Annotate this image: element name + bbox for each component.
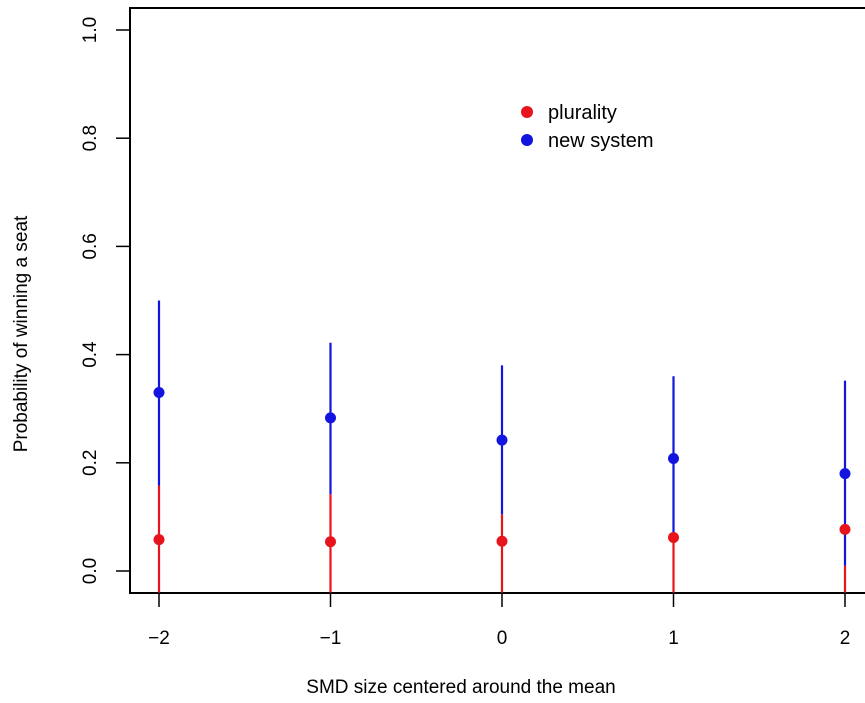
point-new-system-3 (668, 452, 679, 464)
axes: −2 −1 0 1 2 0.0 0.2 0.4 0.6 0.8 1.0 (80, 17, 850, 649)
plot-area (129, 7, 865, 594)
y-tick-label-3: 0.6 (80, 233, 101, 259)
point-plurality-1 (325, 536, 336, 548)
legend: plurality new system (521, 102, 654, 152)
chart-marks (153, 300, 851, 593)
x-tick-label-4: 2 (840, 628, 851, 649)
point-plurality-4 (839, 523, 851, 535)
point-plurality-2 (496, 535, 508, 547)
legend-label-1: new system (548, 130, 654, 152)
plot-box (129, 7, 865, 594)
y-tick-label-4: 0.8 (80, 125, 101, 151)
y-tick-label-1: 0.2 (80, 450, 101, 476)
x-tick-label-3: 1 (668, 628, 679, 649)
point-new-system-4 (839, 468, 851, 480)
x-tick-label-0: −2 (148, 628, 170, 649)
x-axis-label: SMD size centered around the mean (306, 677, 615, 698)
point-new-system-2 (496, 434, 508, 446)
legend-label-0: plurality (548, 102, 617, 124)
point-plurality-3 (668, 531, 679, 543)
point-new-system-1 (325, 412, 336, 424)
y-axis-label: Probability of winning a seat (11, 215, 32, 452)
y-tick-label-0: 0.0 (80, 558, 101, 584)
point-new-system-0 (153, 386, 165, 398)
legend-marker-0 (521, 106, 533, 118)
y-tick-label-5: 1.0 (80, 17, 101, 43)
y-tick-label-2: 0.4 (80, 341, 101, 368)
x-tick-label-2: 0 (497, 628, 508, 649)
point-plurality-0 (153, 534, 165, 546)
x-tick-label-1: −1 (320, 628, 342, 649)
legend-marker-1 (521, 134, 533, 146)
